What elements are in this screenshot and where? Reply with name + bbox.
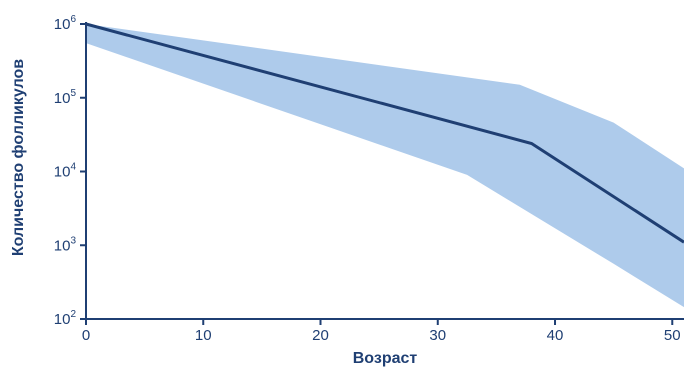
median-line [85, 22, 684, 244]
plot-area [85, 22, 684, 308]
range-band [86, 24, 684, 308]
y-axis-title: Количество фолликулов [10, 59, 27, 256]
y-tick-label: 106 [54, 14, 77, 33]
y-axis-ticks: 102 103 104 105 106 [54, 14, 86, 328]
x-tick-label: 0 [82, 327, 90, 344]
x-tick-label: 40 [547, 327, 564, 344]
x-tick-label: 10 [195, 327, 212, 344]
x-tick-label: 30 [429, 327, 446, 344]
x-axis-ticks: 0 10 20 30 40 50 [82, 319, 681, 344]
y-tick-label: 102 [54, 309, 77, 328]
x-tick-label: 50 [664, 327, 681, 344]
x-axis-title: Возраст [353, 350, 418, 367]
x-tick-label: 20 [312, 327, 329, 344]
y-tick-label: 104 [54, 162, 77, 181]
y-tick-label: 103 [54, 235, 77, 254]
y-tick-label: 105 [54, 88, 77, 107]
